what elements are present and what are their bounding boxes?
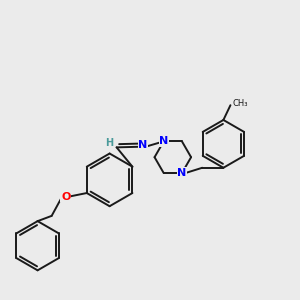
- Text: CH₃: CH₃: [232, 99, 248, 108]
- Text: N: N: [138, 140, 148, 150]
- Text: N: N: [177, 168, 187, 178]
- Text: O: O: [61, 191, 70, 202]
- Text: N: N: [159, 136, 168, 146]
- Text: H: H: [105, 138, 113, 148]
